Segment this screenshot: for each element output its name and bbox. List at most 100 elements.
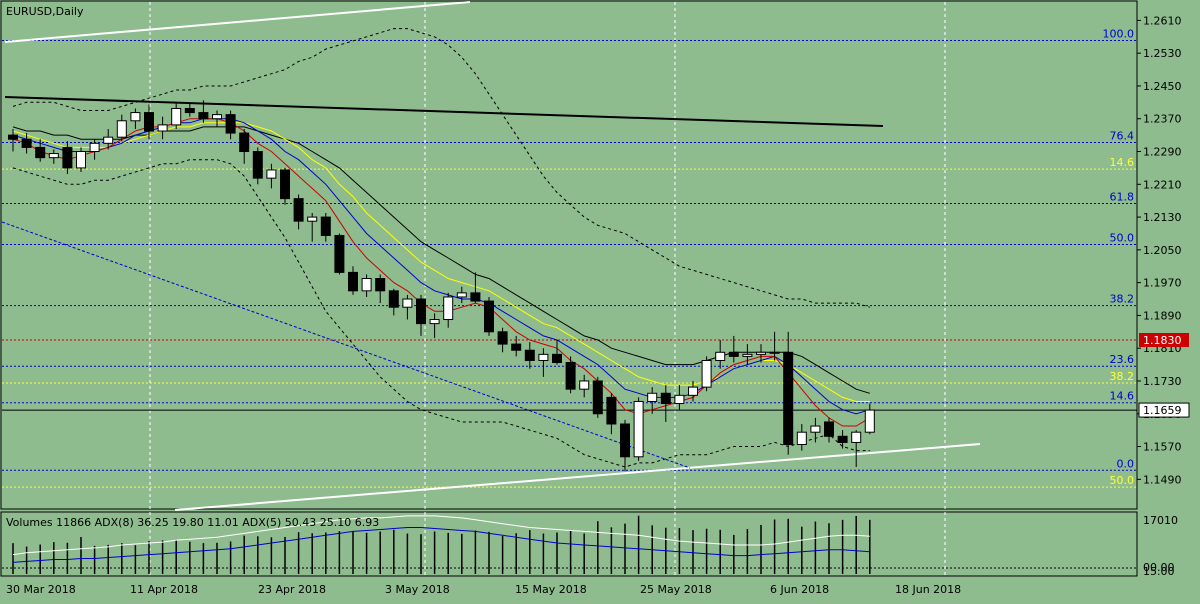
- candle-body: [416, 298, 426, 325]
- candle-body: [157, 124, 168, 132]
- candle-body: [851, 431, 862, 443]
- candle-body: [864, 409, 875, 433]
- candle-body: [21, 138, 32, 148]
- candle-body: [701, 359, 712, 388]
- candle-body: [348, 271, 358, 292]
- candle-body: [361, 278, 372, 292]
- indicator-tick-label: 00.00: [1143, 561, 1175, 574]
- ma-blue-line: [12, 118, 870, 415]
- price-tick-label: 1.1490: [1143, 473, 1182, 486]
- date-label: 11 Apr 2018: [130, 583, 198, 596]
- price-tick-label: 1.2130: [1143, 211, 1182, 224]
- date-label: 3 May 2018: [385, 583, 450, 596]
- candle-body: [334, 235, 345, 273]
- chart-title: EURUSD,Daily: [6, 5, 84, 18]
- indicator-label: Volumes 11866 ADX(8) 36.25 19.80 11.01 A…: [6, 516, 379, 529]
- fib-level-label: 23.6: [1110, 353, 1135, 366]
- candle-body: [89, 142, 100, 153]
- price-axis: 1.2610 1.2530 1.2450 1.2370 1.2290 1.2210 1.21…: [1137, 14, 1190, 486]
- candle-body: [388, 290, 399, 308]
- marked-level-value: 1.1830: [1143, 334, 1182, 347]
- fib-level-label: 14.6: [1110, 156, 1135, 169]
- candle-body: [688, 386, 698, 396]
- fib-level-label: 14.6: [1110, 390, 1135, 403]
- date-label: 15 May 2018: [515, 583, 587, 596]
- price-tick-label: 1.2530: [1143, 47, 1182, 60]
- candle-body: [293, 198, 304, 222]
- candle-body: [538, 353, 549, 361]
- adx-white-line: [12, 515, 870, 556]
- candle-body: [565, 362, 576, 390]
- candle-body: [184, 107, 195, 114]
- candle-body: [837, 435, 848, 443]
- candle-body: [497, 331, 508, 345]
- candle-body: [239, 132, 250, 153]
- ma-red-line: [12, 118, 871, 427]
- fib-level-label: 100.0: [1103, 27, 1135, 40]
- candle-body: [660, 392, 671, 405]
- candle-body: [402, 298, 413, 308]
- fib-level-label: 0.0: [1117, 457, 1135, 470]
- indicator-tick-label-overlap: 15.00: [1143, 565, 1175, 578]
- price-tick-label: 1.2210: [1143, 178, 1182, 191]
- fib-level-label: 38.2: [1110, 370, 1135, 383]
- candle-body: [715, 351, 726, 361]
- candle-body: [266, 169, 277, 179]
- candle-body: [429, 319, 440, 325]
- candle-body: [769, 351, 780, 354]
- price-tick-label: 1.1890: [1143, 309, 1182, 322]
- candle-body: [796, 431, 807, 445]
- candle-body: [320, 216, 331, 237]
- candle-body: [484, 300, 494, 333]
- candle-body: [620, 423, 630, 458]
- candle-body: [647, 392, 658, 402]
- fib-level-label: 76.4: [1110, 129, 1135, 142]
- candle-body: [375, 278, 386, 292]
- candle-body: [171, 107, 182, 126]
- date-axis: 30 Mar 2018 11 Apr 2018 23 Apr 2018 3 May 2…: [6, 583, 961, 596]
- price-tick-label: 1.1730: [1143, 375, 1182, 388]
- fib-level-label: 50.0: [1110, 232, 1135, 245]
- date-label: 23 Apr 2018: [258, 583, 326, 596]
- candle-body: [524, 349, 535, 361]
- candle-body: [579, 380, 590, 390]
- candle-body: [443, 296, 454, 321]
- current-price-value: 1.1659: [1143, 404, 1182, 417]
- price-tick-label: 1.2290: [1143, 146, 1182, 159]
- candle-body: [116, 120, 127, 138]
- candle-body: [103, 136, 114, 144]
- candle-body: [225, 114, 236, 134]
- adx-blue-line: [12, 527, 870, 563]
- support-trendline: [174, 443, 981, 511]
- current-price-box: [1138, 402, 1190, 418]
- candle-body: [470, 292, 481, 302]
- candle-body: [62, 146, 73, 169]
- indicator-tick-label: 17010: [1143, 514, 1178, 527]
- price-tick-label: 1.1970: [1143, 277, 1182, 290]
- candle-body: [633, 400, 644, 458]
- candle-body: [307, 216, 318, 222]
- fib-level-label: 61.8: [1110, 191, 1135, 204]
- price-tick-label: 1.2050: [1143, 244, 1182, 257]
- black-trendline: [4, 96, 884, 127]
- bb-lower-band: [12, 159, 870, 468]
- candle-body: [511, 343, 522, 351]
- date-label: 18 Jun 2018: [895, 583, 961, 596]
- candle-body: [198, 112, 209, 120]
- upper-trendline: [4, 1, 471, 43]
- candle-body: [456, 292, 467, 298]
- candle-body: [810, 425, 821, 433]
- candle-body: [756, 351, 766, 355]
- price-panel-frame: [0, 0, 1138, 510]
- candle-body: [728, 351, 739, 357]
- price-tick-label: 1.2610: [1143, 14, 1182, 27]
- date-label: 6 Jun 2018: [770, 583, 829, 596]
- candle-body: [76, 151, 86, 169]
- candle-body: [48, 153, 59, 159]
- candle-body: [252, 151, 263, 179]
- channel-line: [1, 221, 691, 469]
- candle-body: [592, 380, 603, 415]
